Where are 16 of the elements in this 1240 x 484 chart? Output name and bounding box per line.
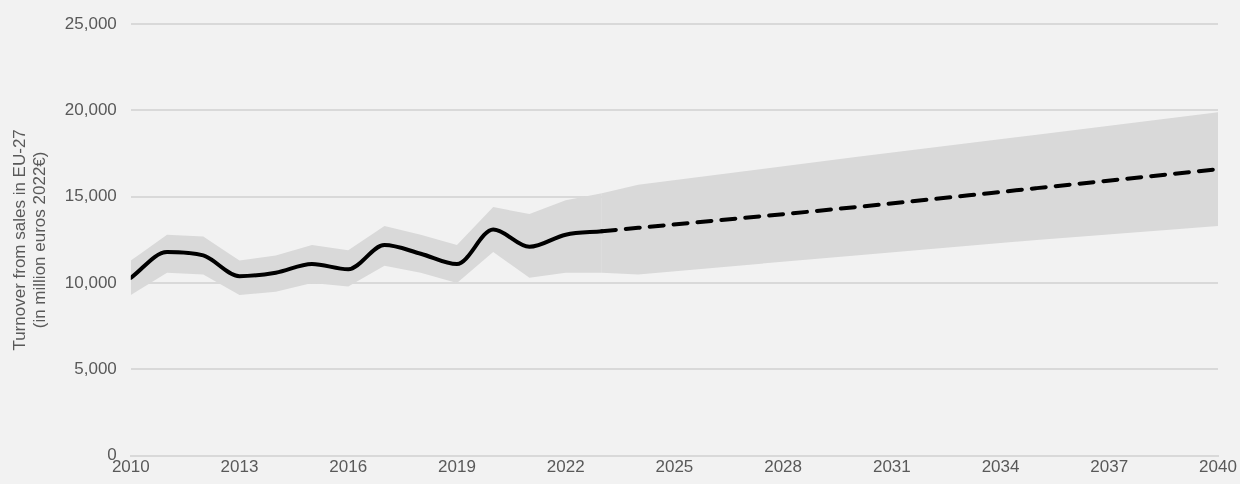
x-tick-label: 2034	[981, 457, 1020, 477]
x-tick-label: 2031	[872, 457, 911, 477]
y-tick-label: 20,000	[64, 100, 117, 120]
y-tick-label: 15,000	[64, 186, 117, 206]
x-tick-label: 2025	[655, 457, 694, 477]
x-tick-label: 2019	[438, 457, 476, 477]
x-tick-label: 2040	[1199, 457, 1237, 477]
x-tick-label: 2013	[220, 457, 259, 477]
x-tick-label: 2037	[1090, 457, 1129, 477]
y-tick-label: 25,000	[64, 13, 117, 33]
x-tick-label: 2028	[764, 457, 803, 477]
y-tick-label: 10,000	[64, 272, 117, 292]
y-tick-label: 5,000	[74, 359, 117, 379]
x-tick-label: 2022	[546, 457, 585, 477]
x-tick-label: 2016	[329, 457, 368, 477]
y-axis-title: Turnover from sales in EU-27 (in million euros 2022€)	[9, 129, 50, 351]
